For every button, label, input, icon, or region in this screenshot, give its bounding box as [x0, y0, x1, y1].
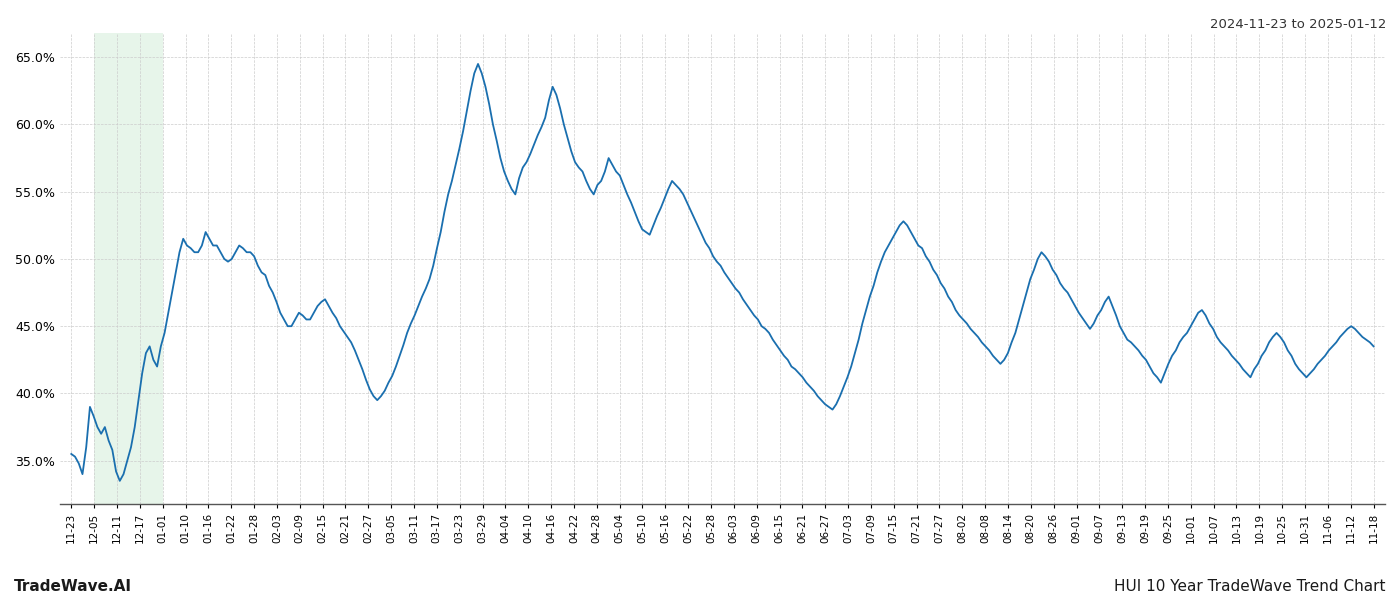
Text: 2024-11-23 to 2025-01-12: 2024-11-23 to 2025-01-12: [1210, 18, 1386, 31]
Text: HUI 10 Year TradeWave Trend Chart: HUI 10 Year TradeWave Trend Chart: [1114, 579, 1386, 594]
Text: TradeWave.AI: TradeWave.AI: [14, 579, 132, 594]
Bar: [94, 33, 162, 504]
